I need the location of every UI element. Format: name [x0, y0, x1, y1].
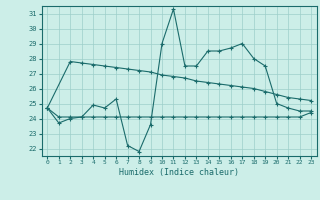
X-axis label: Humidex (Indice chaleur): Humidex (Indice chaleur) [119, 168, 239, 177]
